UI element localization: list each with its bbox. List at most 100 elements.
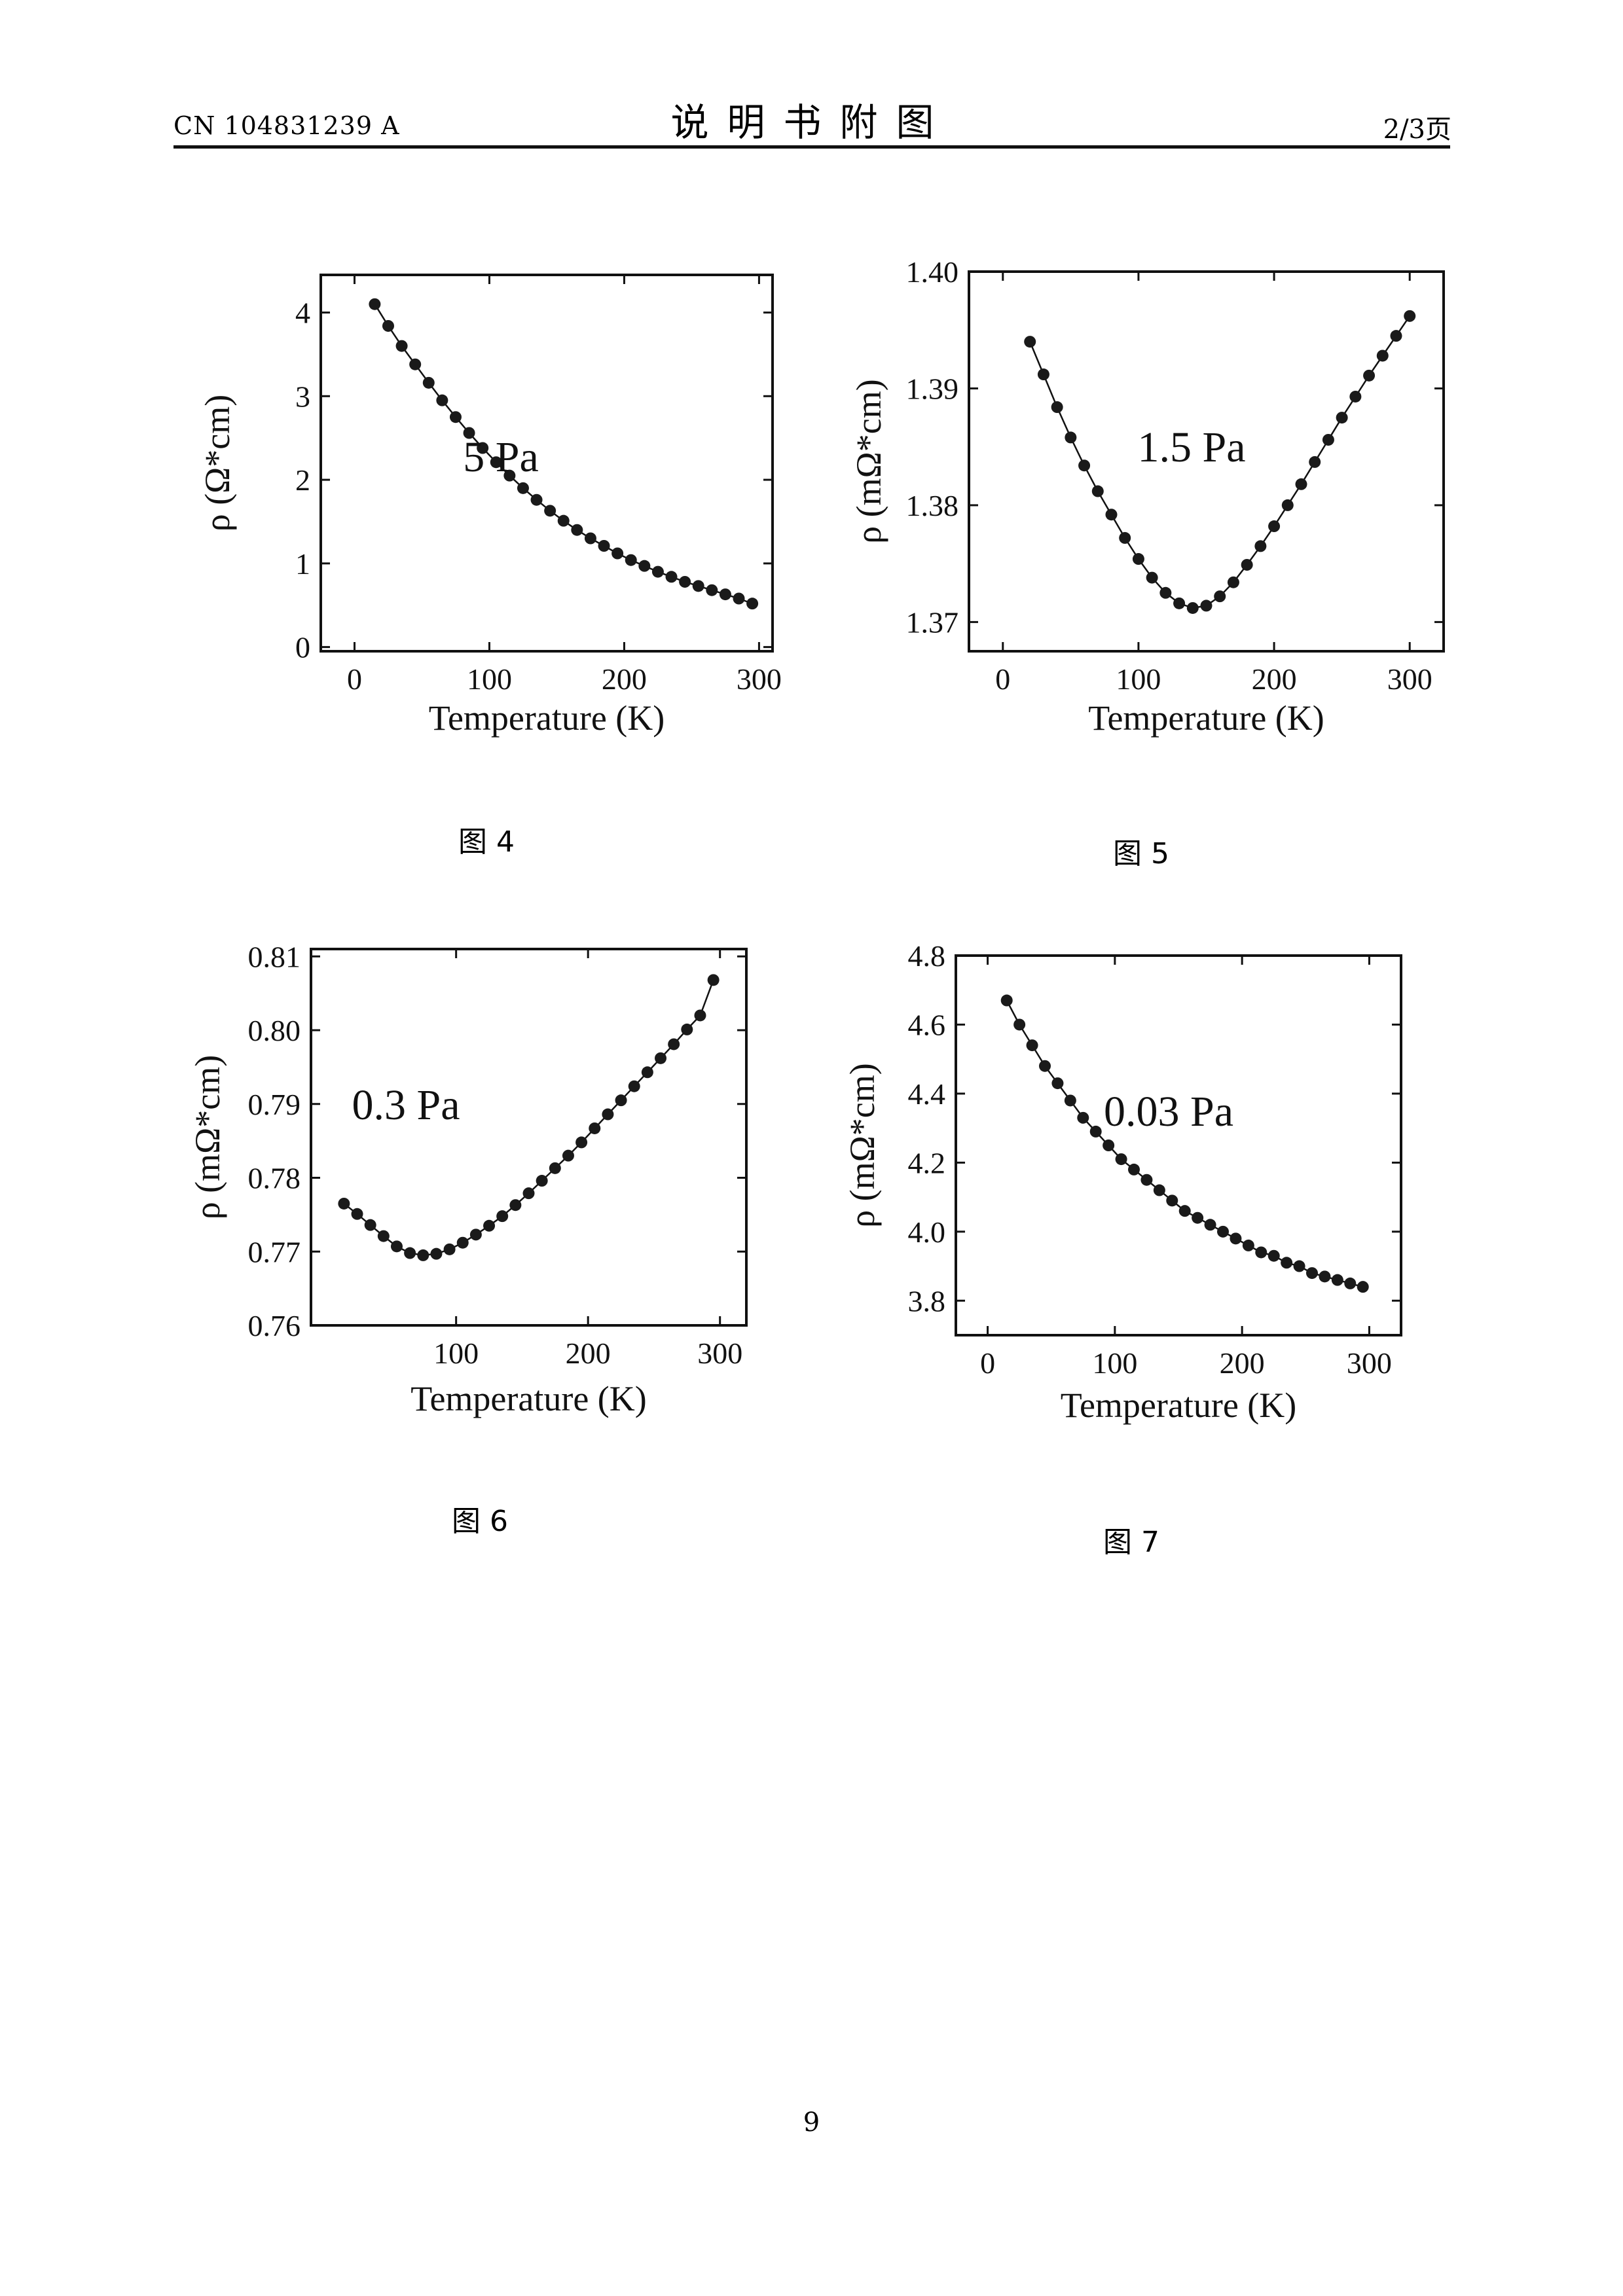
x-tick-label: 200 [566, 1336, 611, 1370]
chart-fig5: 0 100 200 300 1.37 1.38 1.39 1.40 1.5 Pa Temperat… [849, 255, 1445, 738]
data-point [1319, 1270, 1331, 1283]
pressure-annotation: 0.03 Pa [1104, 1088, 1233, 1136]
data-point [1024, 336, 1036, 348]
data-point [1037, 368, 1049, 381]
data-point [390, 1240, 403, 1253]
data-point [1281, 499, 1294, 511]
document-number: CN 104831239 A [173, 111, 400, 140]
data-point [1051, 401, 1063, 414]
data-point [1178, 1205, 1191, 1217]
x-tick-label: 300 [1347, 1346, 1392, 1380]
data-point [651, 565, 664, 578]
data-point [443, 1243, 456, 1255]
x-tick-label: 100 [467, 662, 512, 696]
data-point [490, 456, 502, 469]
y-axis-title: ρ (Ω*cm) [198, 395, 237, 532]
page-heading: 说明书附图 [670, 100, 953, 145]
x-tick-label: 0 [347, 662, 362, 696]
data-point [746, 598, 759, 610]
data-point [422, 376, 435, 389]
data-point [557, 514, 570, 527]
data-point [1376, 350, 1389, 362]
x-tick-label: 200 [602, 662, 647, 696]
y-tick-label: 0.78 [248, 1162, 301, 1195]
data-point [733, 592, 745, 605]
y-tick-label: 0 [295, 631, 310, 664]
data-point [571, 524, 583, 536]
data-point [449, 411, 462, 423]
data-point [477, 442, 489, 454]
data-point [638, 560, 651, 572]
data-point [522, 1187, 535, 1200]
x-tick-label: 100 [433, 1336, 479, 1370]
data-point [1153, 1184, 1165, 1196]
data-point [1349, 390, 1362, 403]
data-point [1255, 1246, 1267, 1259]
data-point [1331, 1274, 1343, 1286]
y-tick-label: 4.2 [908, 1146, 946, 1179]
data-point [1146, 571, 1158, 584]
data-point [1103, 1139, 1115, 1151]
y-tick-label: 1.37 [906, 605, 959, 639]
data-point [1230, 1232, 1242, 1245]
data-point [351, 1208, 363, 1220]
data-point [1051, 1077, 1064, 1090]
data-point [463, 427, 475, 439]
data-point [1173, 597, 1186, 609]
data-point [1309, 456, 1321, 468]
x-tick-label: 200 [1252, 662, 1297, 696]
x-tick-label: 300 [697, 1336, 742, 1370]
y-tick-label: 4.4 [908, 1077, 946, 1111]
pressure-annotation: 5 Pa [463, 433, 539, 481]
data-point [575, 1136, 588, 1149]
pressure-annotation: 0.3 Pa [352, 1081, 460, 1129]
data-point [1064, 1094, 1076, 1107]
data-point [369, 298, 381, 310]
data-point [549, 1162, 561, 1174]
caption-fig4: 图 4 [458, 825, 515, 859]
plot-frame [310, 948, 748, 1327]
data-point [1119, 531, 1131, 544]
data-point [1295, 478, 1307, 490]
data-point [1227, 576, 1239, 588]
y-tick-label: 0.80 [248, 1014, 301, 1047]
data-point [655, 1052, 667, 1064]
x-tick-label: 300 [1387, 662, 1432, 696]
y-tick-label: 4 [295, 296, 310, 330]
data-point [1217, 1225, 1229, 1238]
data-point [615, 1094, 627, 1107]
data-point [1344, 1277, 1357, 1289]
data-point [530, 493, 543, 506]
x-axis-title: Temperature (K) [410, 1379, 647, 1418]
data-point [469, 1229, 482, 1241]
y-tick-label: 1.40 [906, 255, 959, 289]
data-point [364, 1219, 376, 1231]
data-point [1077, 1111, 1089, 1124]
fit-line [374, 304, 753, 605]
data-point [1267, 1249, 1280, 1262]
data-point [1293, 1260, 1305, 1272]
data-point [1186, 601, 1199, 614]
data-point [1013, 1018, 1026, 1031]
data-point [589, 1122, 601, 1134]
data-point [1078, 459, 1091, 472]
data-point [338, 1197, 350, 1210]
data-point [611, 547, 624, 560]
data-point [395, 340, 408, 352]
data-point [544, 505, 556, 517]
data-point [1128, 1163, 1140, 1175]
x-tick-label: 0 [995, 662, 1010, 696]
data-point [1000, 994, 1013, 1007]
x-axis-title: Temperature (K) [429, 698, 665, 738]
data-point [509, 1199, 522, 1211]
data-point [1140, 1174, 1153, 1186]
x-tick-label: 0 [980, 1346, 995, 1380]
data-point [668, 1038, 680, 1050]
data-point [1254, 540, 1267, 552]
y-tick-label: 3 [295, 380, 310, 413]
data-point [1214, 590, 1226, 603]
data-point [1390, 330, 1402, 342]
caption-fig5: 图 5 [1113, 837, 1169, 870]
data-point [562, 1149, 574, 1162]
data-point [1089, 1125, 1102, 1138]
